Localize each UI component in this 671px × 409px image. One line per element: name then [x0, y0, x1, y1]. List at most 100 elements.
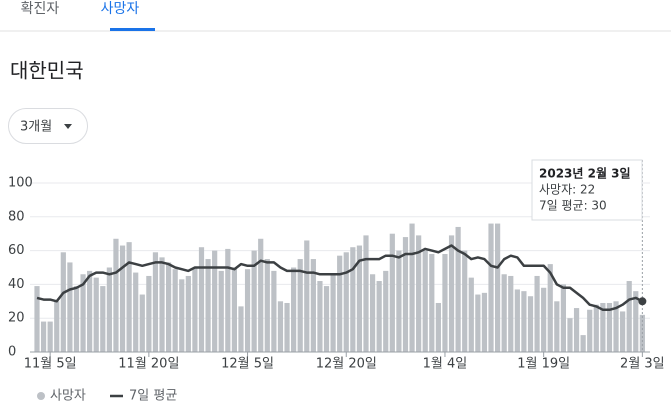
bar: [350, 247, 356, 352]
tab[interactable]: 확진자: [21, 1, 60, 17]
y-tick-label: 80: [8, 209, 25, 224]
tooltip-title: 2023년 2월 3일: [539, 166, 631, 181]
bar: [291, 267, 297, 352]
bar: [534, 275, 540, 352]
bar: [80, 274, 86, 352]
bar: [396, 250, 402, 352]
bar: [205, 259, 211, 352]
tooltip: 2023년 2월 3일 사망자: 22 7일 평균: 30: [531, 159, 643, 221]
bar: [179, 279, 185, 352]
bar: [185, 275, 191, 352]
bar: [172, 269, 178, 352]
bar: [383, 270, 389, 352]
bar: [626, 281, 632, 352]
bar: [560, 284, 566, 352]
bar: [356, 245, 363, 352]
bar: [310, 259, 316, 352]
bar: [73, 286, 80, 352]
dropdown-arrow[interactable]: [64, 124, 72, 129]
x-tick-label: 2월 3일: [620, 357, 665, 372]
dropdown-label[interactable]: 3개월: [20, 120, 52, 135]
bar: [337, 255, 343, 352]
bar: [67, 262, 73, 352]
bar: [501, 274, 507, 352]
bar: [100, 286, 106, 352]
bar: [475, 294, 481, 352]
bar: [514, 289, 520, 352]
bar: [508, 275, 514, 352]
bar: [198, 247, 205, 352]
bar: [613, 301, 619, 352]
bar: [317, 281, 323, 352]
line: [36, 244, 643, 312]
bar: [600, 302, 606, 352]
legend-label: 7일 평균: [129, 389, 177, 404]
bar: [606, 302, 613, 352]
bar: [47, 321, 53, 352]
bar: [481, 292, 488, 352]
bar: [284, 302, 290, 352]
bar: [468, 277, 474, 352]
y-tick-label: 60: [8, 243, 25, 258]
hover-point: [638, 297, 647, 306]
tab-indicator: [110, 28, 155, 31]
bar: [541, 287, 547, 352]
bar: [238, 306, 244, 352]
bar: [442, 253, 448, 352]
bar: [455, 226, 461, 352]
bar: [554, 301, 560, 352]
bar: [251, 250, 257, 352]
bar: [416, 235, 422, 352]
bar: [212, 250, 218, 352]
bar: [139, 294, 145, 352]
bar: [429, 253, 435, 352]
bar: [225, 248, 231, 352]
bar: [409, 223, 415, 352]
tab-selected[interactable]: 사망자: [101, 1, 140, 17]
legend-swatch: [37, 392, 45, 400]
tooltip-line: 7일 평균: 30: [539, 199, 607, 213]
x-tick-label: 1월 19일: [517, 357, 570, 372]
bar: [152, 252, 159, 352]
bar: [343, 252, 349, 352]
bar: [258, 238, 264, 352]
bar: [402, 237, 409, 352]
bar: [192, 267, 198, 352]
bar: [297, 259, 303, 352]
bar: [567, 318, 573, 352]
legend-label: 사망자: [50, 389, 86, 404]
y-tick-label: 40: [8, 277, 25, 292]
tooltip-line: 사망자: 22: [539, 183, 595, 197]
y-tick-label: 20: [8, 311, 25, 326]
bar: [488, 223, 494, 352]
x-tick-label: 1월 4일: [423, 357, 468, 372]
y-tick-label: 0: [8, 345, 16, 360]
bar: [106, 267, 112, 352]
bar: [93, 277, 99, 352]
x-tick-label: 12월 20일: [316, 357, 377, 372]
bar: [587, 309, 593, 352]
bar: [527, 296, 534, 352]
bar: [580, 335, 586, 352]
bar: [620, 311, 626, 352]
bar: [54, 301, 60, 352]
bar: [218, 270, 224, 352]
tooltip-box: [531, 159, 643, 221]
x-tick-label: 11월 20일: [118, 357, 179, 372]
y-tick-label: 100: [8, 176, 33, 191]
bar: [60, 252, 66, 352]
bar: [435, 302, 441, 352]
bar: [593, 304, 599, 352]
bar: [422, 250, 428, 352]
dropdown[interactable]: [8, 108, 88, 144]
bar: [369, 274, 376, 352]
bar: [159, 257, 165, 352]
x-tick-label: 11월 5일: [24, 357, 77, 372]
bar: [304, 240, 310, 352]
bar: [113, 238, 119, 352]
bar: [119, 245, 126, 352]
bar: [330, 274, 336, 352]
bar: [573, 308, 580, 352]
